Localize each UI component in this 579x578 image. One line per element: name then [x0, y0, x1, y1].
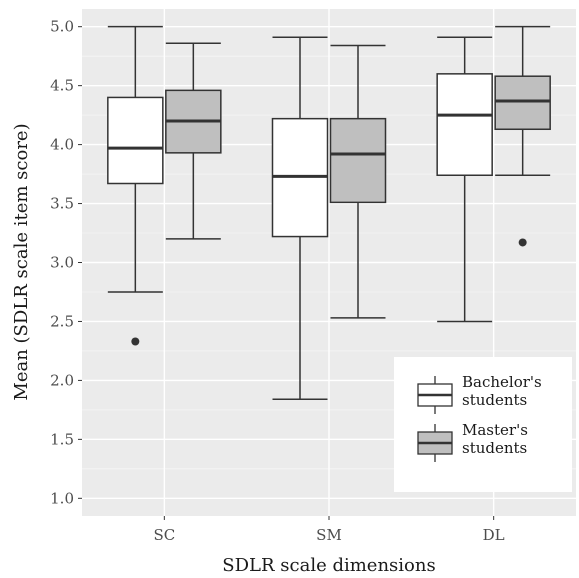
box-sm-master — [329, 44, 387, 319]
box-dl-bachelor — [436, 36, 493, 323]
box-iqr — [107, 96, 164, 185]
legend-label: Master's — [462, 421, 528, 439]
box-sm-bachelor — [271, 36, 329, 401]
x-axis-title: SDLR scale dimensions — [222, 555, 435, 576]
y-tick-label: 3.5 — [50, 195, 74, 213]
legend-label: students — [462, 391, 527, 409]
y-tick-label: 2.5 — [50, 312, 74, 330]
y-tick-label: 4.0 — [50, 136, 74, 154]
x-tick-label: SM — [316, 526, 342, 544]
boxes — [107, 25, 551, 401]
box-dl-master — [494, 25, 551, 247]
y-axis: 1.0 1.5 2.0 2.5 3.0 3.5 4.0 4.5 5.0 — [50, 18, 82, 507]
x-tick-label: DL — [483, 526, 505, 544]
y-axis-title: Mean (SDLR scale item score) — [11, 123, 32, 400]
box-sc-bachelor — [107, 25, 164, 346]
y-tick-label: 2.0 — [50, 371, 74, 389]
legend-background — [394, 357, 572, 492]
x-axis: SC SM DL — [153, 516, 505, 544]
legend-label: students — [462, 439, 527, 457]
outlier-point — [518, 238, 527, 247]
y-tick-label: 4.5 — [50, 77, 74, 95]
box-iqr — [329, 117, 387, 204]
y-tick-label: 3.0 — [50, 254, 74, 272]
legend-label: Bachelor's — [462, 373, 542, 391]
box-sc-master — [165, 42, 222, 240]
y-tick-label: 5.0 — [50, 18, 74, 36]
outlier-point — [131, 337, 140, 346]
y-tick-label: 1.5 — [50, 430, 74, 448]
box-iqr — [436, 73, 493, 176]
box-iqr — [494, 75, 551, 131]
y-tick-label: 1.0 — [50, 489, 74, 507]
x-tick-label: SC — [153, 526, 175, 544]
